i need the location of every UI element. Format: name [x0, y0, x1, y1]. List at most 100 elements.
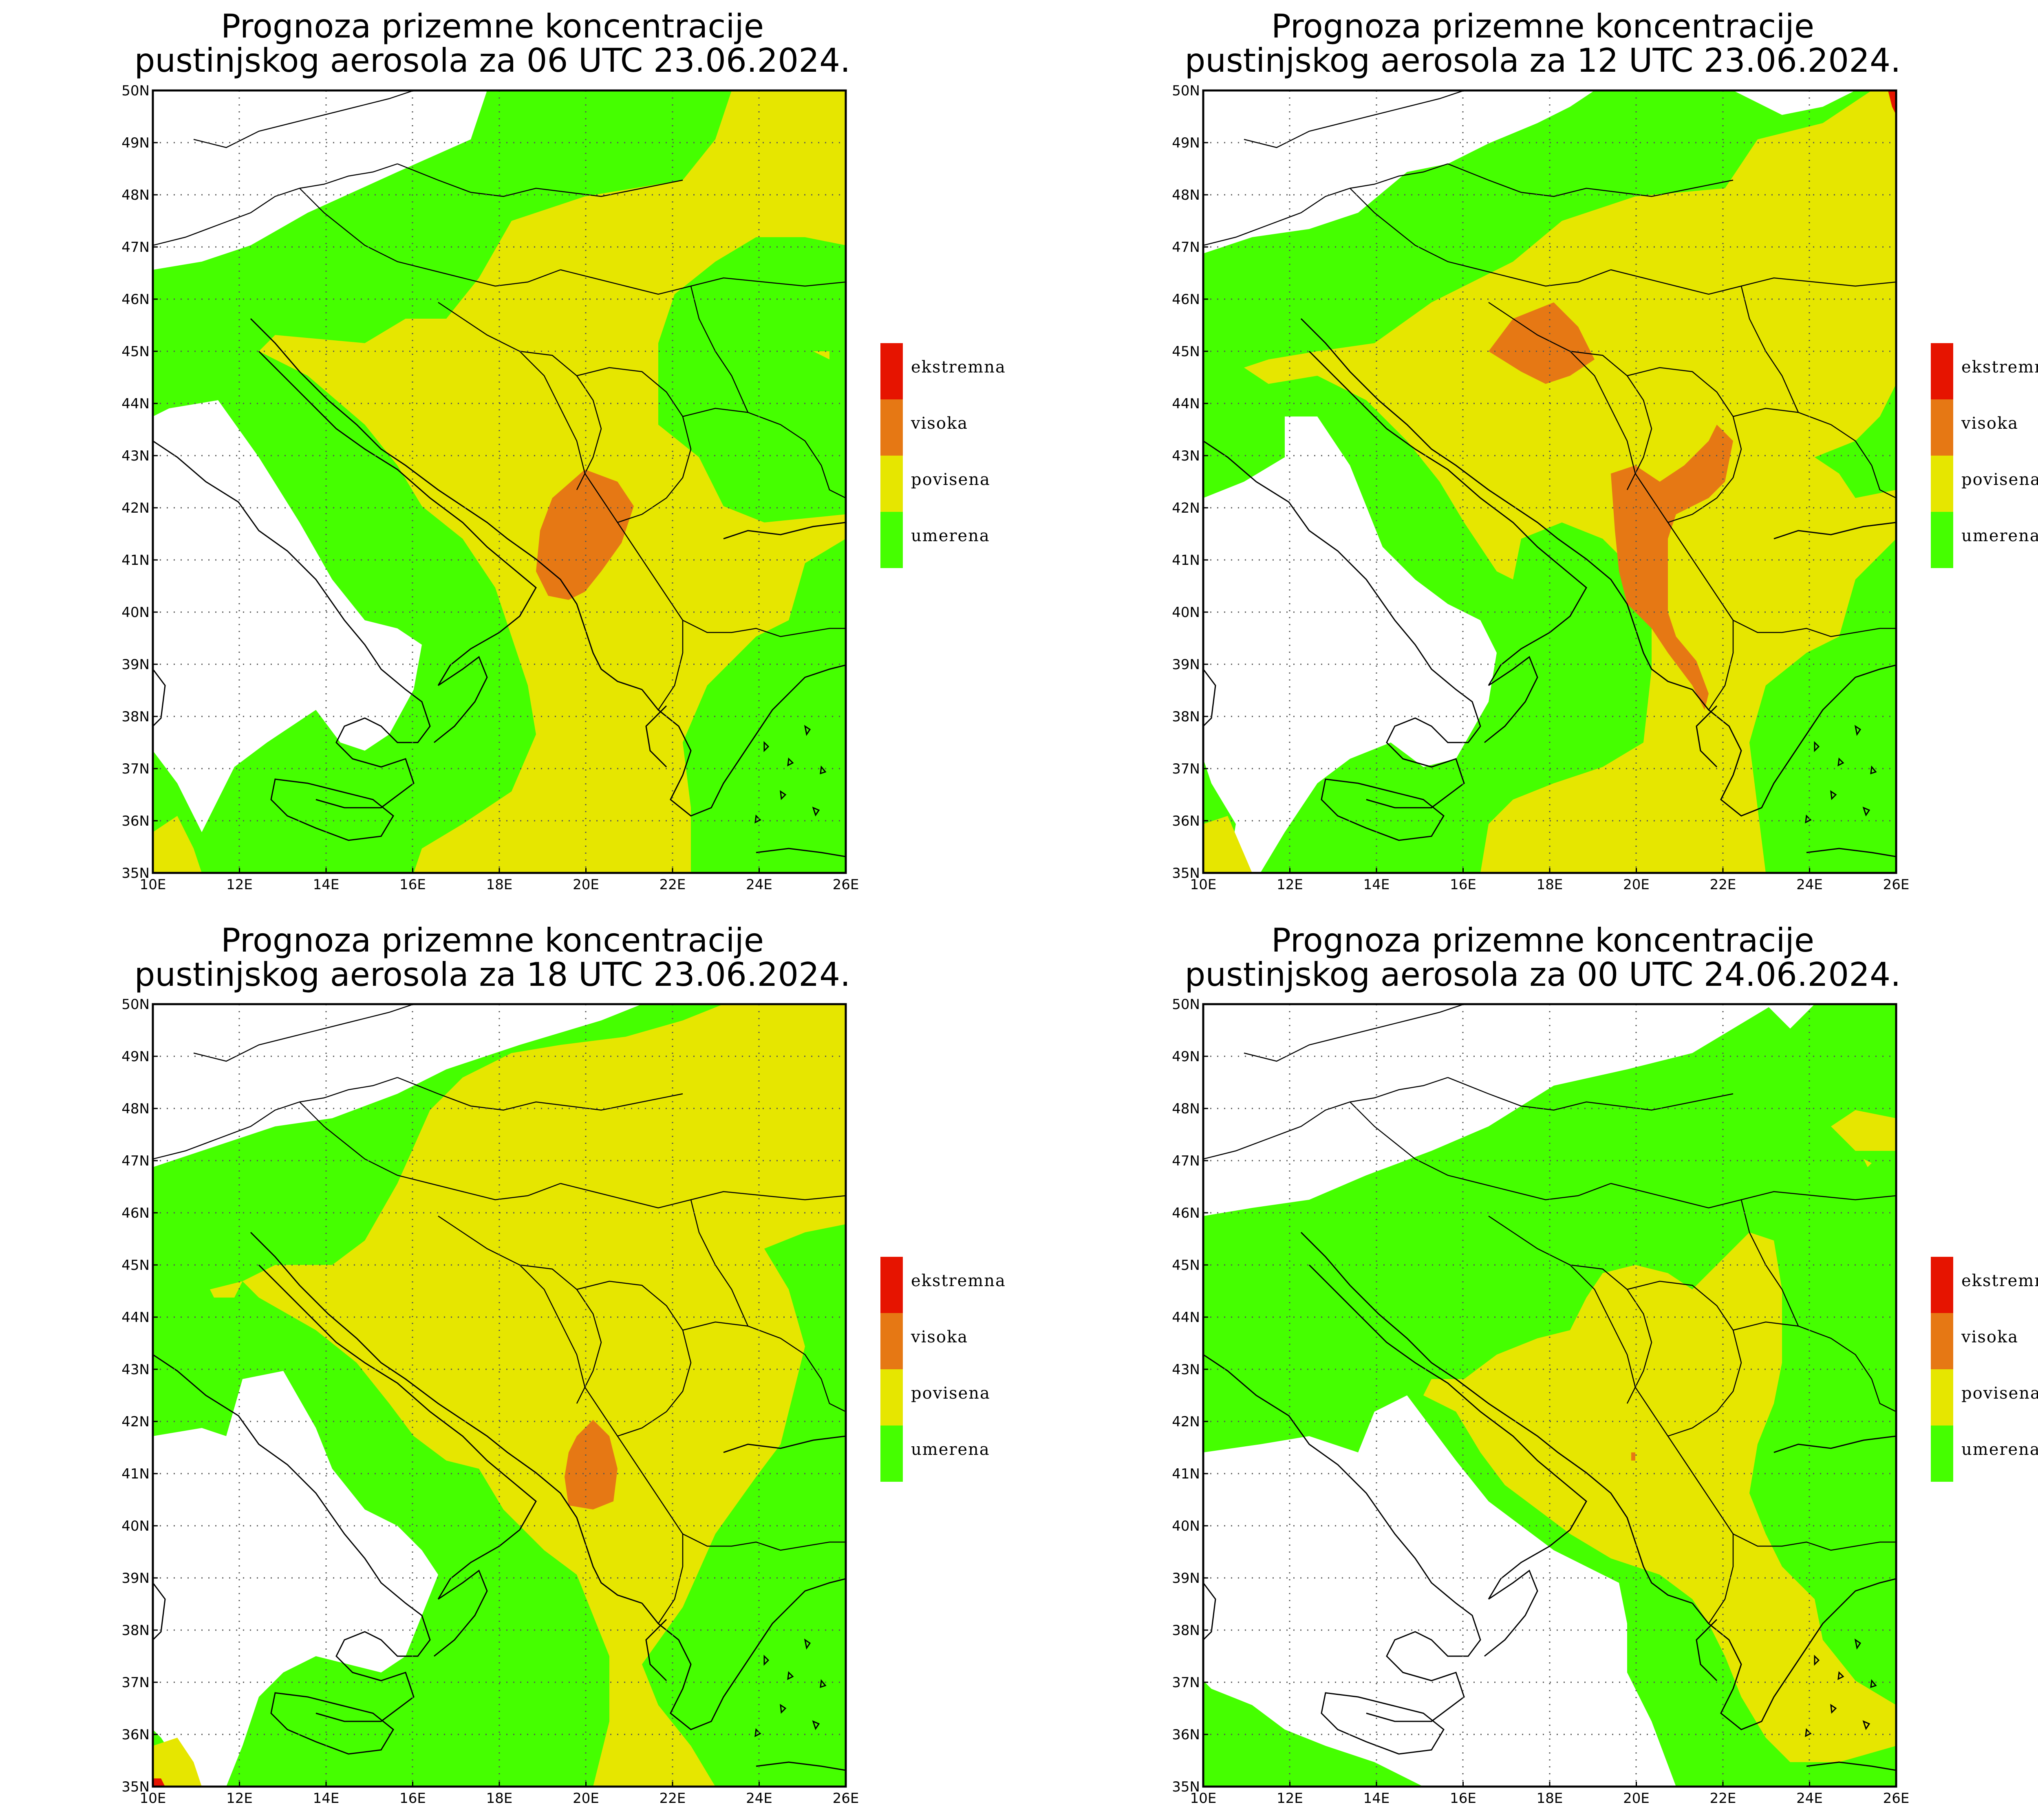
panel-2-title: Prognoza prizemne koncentracije pustinjs…: [1185, 7, 1901, 79]
legend-swatch: [1931, 1313, 1953, 1369]
lat-tick-label: 44N: [121, 396, 150, 412]
lon-tick-label: 14E: [1363, 1790, 1390, 1807]
legend-swatch: [1931, 1257, 1953, 1313]
lat-tick-label: 44N: [1172, 1309, 1200, 1326]
lat-tick-label: 43N: [121, 1362, 150, 1378]
lon-tick-label: 26E: [1883, 877, 1910, 893]
legend-swatch: [880, 1426, 903, 1482]
lon-tick-label: 14E: [313, 1790, 340, 1807]
graticule: [153, 90, 846, 873]
legend-label: ekstremna: [911, 1271, 1006, 1290]
panel-3-map: [152, 1003, 847, 1788]
lat-tick-label: 46N: [121, 1205, 150, 1221]
lon-tick-label: 22E: [659, 877, 686, 893]
lat-tick-label: 39N: [121, 1570, 150, 1586]
legend-label: povisena: [911, 470, 990, 489]
legend-label: visoka: [911, 1328, 968, 1346]
legend-label: umerena: [1961, 527, 2038, 545]
lon-tick-label: 24E: [1796, 1790, 1823, 1807]
legend-swatch: [880, 1313, 903, 1369]
lat-tick-label: 41N: [1172, 1466, 1200, 1482]
legend-swatch: [1931, 1369, 1953, 1426]
legend-swatch: [880, 1369, 903, 1426]
lat-tick-label: 36N: [121, 1727, 150, 1743]
lon-tick-label: 26E: [833, 1790, 859, 1807]
panel-3-title: Prognoza prizemne koncentracije pustinjs…: [135, 921, 851, 994]
lat-tick-label: 45N: [121, 344, 150, 360]
lat-tick-label: 36N: [121, 813, 150, 829]
lat-tick-label: 49N: [121, 135, 150, 151]
legend-label: ekstremna: [911, 358, 1006, 377]
high-zone: [536, 469, 634, 600]
lon-tick-label: 22E: [1710, 1790, 1736, 1807]
lon-tick-label: 12E: [1277, 1790, 1303, 1807]
panel-1-title: Prognoza prizemne koncentracije pustinjs…: [135, 7, 851, 79]
lat-tick-label: 37N: [1172, 1675, 1200, 1691]
lat-tick-label: 45N: [121, 1257, 150, 1274]
elevated-zone: [259, 90, 846, 873]
lat-tick-label: 39N: [121, 657, 150, 673]
panel-1-map: [152, 89, 847, 874]
lat-tick-label: 40N: [121, 1518, 150, 1534]
panel-4-title-line2: pustinjskog aerosola za 00 UTC 24.06.202…: [1185, 956, 1901, 994]
panel-3-title-line2: pustinjskog aerosola za 18 UTC 23.06.202…: [135, 956, 851, 994]
panel-4-map: [1202, 1003, 1897, 1788]
lat-tick-label: 42N: [1172, 1414, 1200, 1430]
graticule: [1203, 1004, 1896, 1787]
lon-tick-label: 16E: [399, 1790, 426, 1807]
lat-tick-label: 36N: [1172, 1727, 1200, 1743]
lon-tick-label: 20E: [573, 877, 599, 893]
legend-swatch: [1931, 343, 1953, 399]
lat-tick-label: 42N: [1172, 500, 1200, 516]
legend-swatch: [1931, 456, 1953, 512]
lat-tick-label: 35N: [121, 1779, 150, 1795]
lat-tick-label: 49N: [121, 1049, 150, 1065]
lat-tick-label: 46N: [1172, 1205, 1200, 1221]
lat-tick-label: 40N: [121, 604, 150, 621]
legend-label: umerena: [1961, 1440, 2038, 1459]
lat-tick-label: 37N: [1172, 761, 1200, 777]
panel-4-title-line1: Prognoza prizemne koncentracije: [1271, 921, 1814, 959]
lon-tick-label: 24E: [1796, 877, 1823, 893]
legend-swatch: [1931, 1426, 1953, 1482]
legend-label: ekstremna: [1961, 358, 2038, 377]
panel-3-title-line1: Prognoza prizemne koncentracije: [221, 921, 764, 959]
lon-tick-label: 20E: [1623, 877, 1650, 893]
lat-tick-label: 44N: [1172, 396, 1200, 412]
lon-tick-label: 18E: [1537, 1790, 1563, 1807]
lat-tick-label: 47N: [1172, 1153, 1200, 1169]
lon-tick-label: 16E: [1450, 877, 1476, 893]
lat-tick-label: 41N: [121, 552, 150, 568]
legend-swatch: [880, 343, 903, 399]
legend-swatch: [880, 1257, 903, 1313]
lat-tick-label: 40N: [1172, 1518, 1200, 1534]
legend-swatch: [880, 456, 903, 512]
legend-swatch: [1931, 399, 1953, 456]
lat-tick-label: 48N: [121, 187, 150, 203]
lat-tick-label: 43N: [121, 448, 150, 464]
lon-tick-label: 14E: [313, 877, 340, 893]
lat-tick-label: 48N: [1172, 1101, 1200, 1117]
lat-tick-label: 48N: [1172, 187, 1200, 203]
lon-tick-label: 26E: [833, 877, 859, 893]
lat-tick-label: 45N: [1172, 1257, 1200, 1274]
lon-tick-label: 24E: [746, 877, 772, 893]
lat-tick-label: 39N: [1172, 657, 1200, 673]
panel-2-title-line1: Prognoza prizemne koncentracije: [1271, 7, 1814, 45]
lon-tick-label: 16E: [399, 877, 426, 893]
lon-tick-label: 10E: [1190, 1790, 1217, 1807]
lat-tick-label: 43N: [1172, 448, 1200, 464]
lat-tick-label: 50N: [121, 996, 150, 1013]
lon-tick-label: 24E: [746, 1790, 772, 1807]
lat-tick-label: 38N: [1172, 1622, 1200, 1639]
lat-tick-label: 40N: [1172, 604, 1200, 621]
lat-tick-label: 39N: [1172, 1570, 1200, 1586]
lat-tick-label: 42N: [121, 500, 150, 516]
lat-tick-label: 46N: [1172, 291, 1200, 308]
panel-2-map: [1202, 89, 1897, 874]
lat-tick-label: 35N: [1172, 1779, 1200, 1795]
legend-label: povisena: [1961, 470, 2038, 489]
legend-swatch: [1931, 512, 1953, 568]
panel-1-title-line1: Prognoza prizemne koncentracije: [221, 7, 764, 45]
